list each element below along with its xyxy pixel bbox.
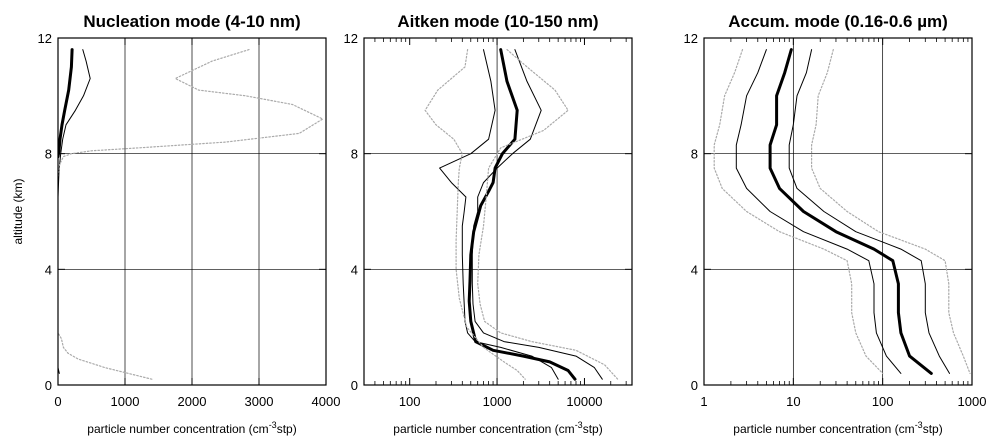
x-tick-label: 3000 xyxy=(245,394,274,409)
chart-title: Accum. mode (0.16-0.6 µm) xyxy=(728,12,948,31)
y-tick-label: 12 xyxy=(344,31,358,46)
series-line-percentile xyxy=(58,332,153,380)
y-tick-label: 0 xyxy=(351,378,358,393)
series-line-quartile xyxy=(788,49,950,374)
series-line-percentile xyxy=(713,48,884,374)
x-axis-label: particle number concentration (cm-3stp) xyxy=(87,420,296,436)
y-tick-label: 12 xyxy=(38,31,52,46)
plot-frame xyxy=(57,37,327,386)
chart-title: Aitken mode (10-150 nm) xyxy=(397,12,598,31)
x-tick-label: 10 xyxy=(786,394,800,409)
series-line-median xyxy=(768,48,933,375)
x-tick-label: 10000 xyxy=(566,394,602,409)
plot-frame xyxy=(703,37,973,386)
y-tick-label: 4 xyxy=(351,262,358,277)
x-tick-label: 1000 xyxy=(483,394,512,409)
y-tick-label: 4 xyxy=(45,262,52,277)
series-line-median xyxy=(467,48,577,381)
y-tick-label: 12 xyxy=(684,31,698,46)
series-line-quartile xyxy=(58,49,91,198)
x-axis-label: particle number concentration (cm-3stp) xyxy=(733,420,942,436)
x-tick-label: 4000 xyxy=(312,394,341,409)
series-line-percentile xyxy=(424,48,526,380)
x-tick-label: 0 xyxy=(54,394,61,409)
series-line-quartile xyxy=(439,49,559,380)
x-tick-label: 1 xyxy=(700,394,707,409)
series-line-median xyxy=(58,48,74,159)
series-line-percentile xyxy=(58,48,324,178)
chart-title: Nucleation mode (4-10 nm) xyxy=(83,12,300,31)
x-axis-label: particle number concentration (cm-3stp) xyxy=(393,420,602,436)
x-tick-label: 100 xyxy=(872,394,894,409)
y-tick-label: 8 xyxy=(351,147,358,162)
series-line-percentile xyxy=(810,48,971,374)
y-tick-label: 8 xyxy=(45,147,52,162)
x-tick-label: 2000 xyxy=(178,394,207,409)
y-axis-label: altitude (km) xyxy=(11,178,25,244)
x-tick-label: 100 xyxy=(399,394,421,409)
y-tick-label: 0 xyxy=(45,378,52,393)
chart-panel-3: Accum. mode (0.16-0.6 µm) 1 10 100 1000 0 4 8 12… xyxy=(684,12,987,436)
series-line-quartile xyxy=(471,49,603,380)
y-tick-label: 4 xyxy=(691,262,698,277)
chart-panel-2: Aitken mode (10-150 nm) 100 1000 10000 0 4 8 12… xyxy=(344,12,633,436)
y-tick-label: 0 xyxy=(691,378,698,393)
plot-frame xyxy=(363,37,633,386)
series-line-quartile xyxy=(735,49,902,374)
chart-panel-1: Nucleation mode (4-10 nm)0 1000 2000 3000 40… xyxy=(11,12,340,436)
x-tick-label: 1000 xyxy=(111,394,140,409)
x-tick-label: 1000 xyxy=(958,394,987,409)
series-line-percentile xyxy=(477,48,619,380)
y-tick-label: 8 xyxy=(691,147,698,162)
